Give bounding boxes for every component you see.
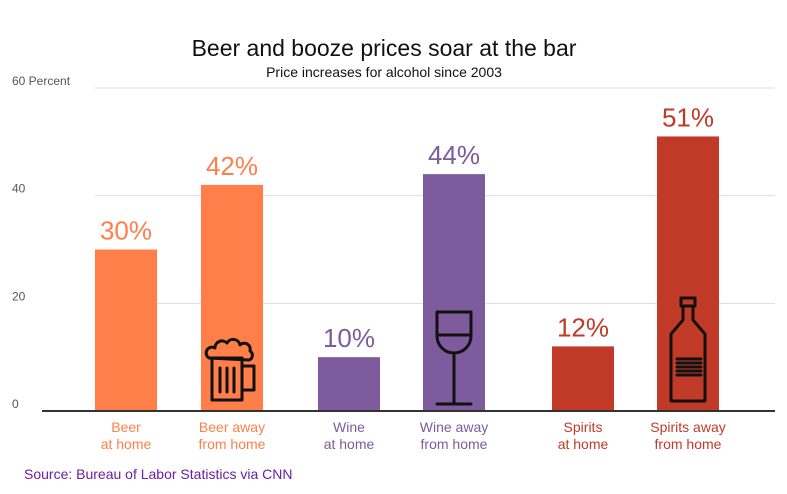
bar-value-label: 10% (323, 323, 375, 353)
y-tick-label: 40 (12, 182, 26, 196)
category-label-line1: Wine (333, 419, 365, 435)
chart-subtitle: Price increases for alcohol since 2003 (266, 64, 502, 80)
category-label-line2: from home (655, 436, 722, 452)
source-note: Source: Bureau of Labor Statistics via C… (24, 466, 292, 482)
bar-value-label: 42% (206, 151, 258, 181)
category-label-line2: from home (421, 436, 488, 452)
category-label-line1: Wine away (420, 419, 488, 435)
category-label-line2: at home (324, 436, 375, 452)
wine-glass-icon (435, 310, 473, 406)
bar-value-label: 51% (662, 102, 714, 132)
bars: 30% 42% 10% 44% 12% 51% (95, 102, 719, 411)
liquor-bottle-icon (669, 296, 707, 403)
category-label-line1: Beer (111, 419, 141, 435)
category-label-line2: at home (558, 436, 609, 452)
category-label-line1: Beer away (199, 419, 265, 435)
beer-mug-icon (204, 337, 256, 402)
chart-title: Beer and booze prices soar at the bar (192, 35, 577, 61)
category-label-line2: at home (101, 436, 152, 452)
bar (318, 357, 380, 411)
category-label-line1: Spirits (564, 419, 603, 435)
bar (657, 136, 719, 411)
category-label-line2: from home (199, 436, 266, 452)
y-tick-label: 0 (12, 397, 19, 411)
bar-value-label: 12% (557, 312, 609, 342)
bar (552, 346, 614, 411)
category-label-line1: Spirits away (650, 419, 725, 435)
y-tick-label: 20 (12, 289, 26, 303)
bar-value-label: 30% (100, 216, 152, 246)
bar-value-label: 44% (428, 140, 480, 170)
y-tick-label: 60 Percent (12, 74, 71, 88)
bar (95, 249, 157, 411)
